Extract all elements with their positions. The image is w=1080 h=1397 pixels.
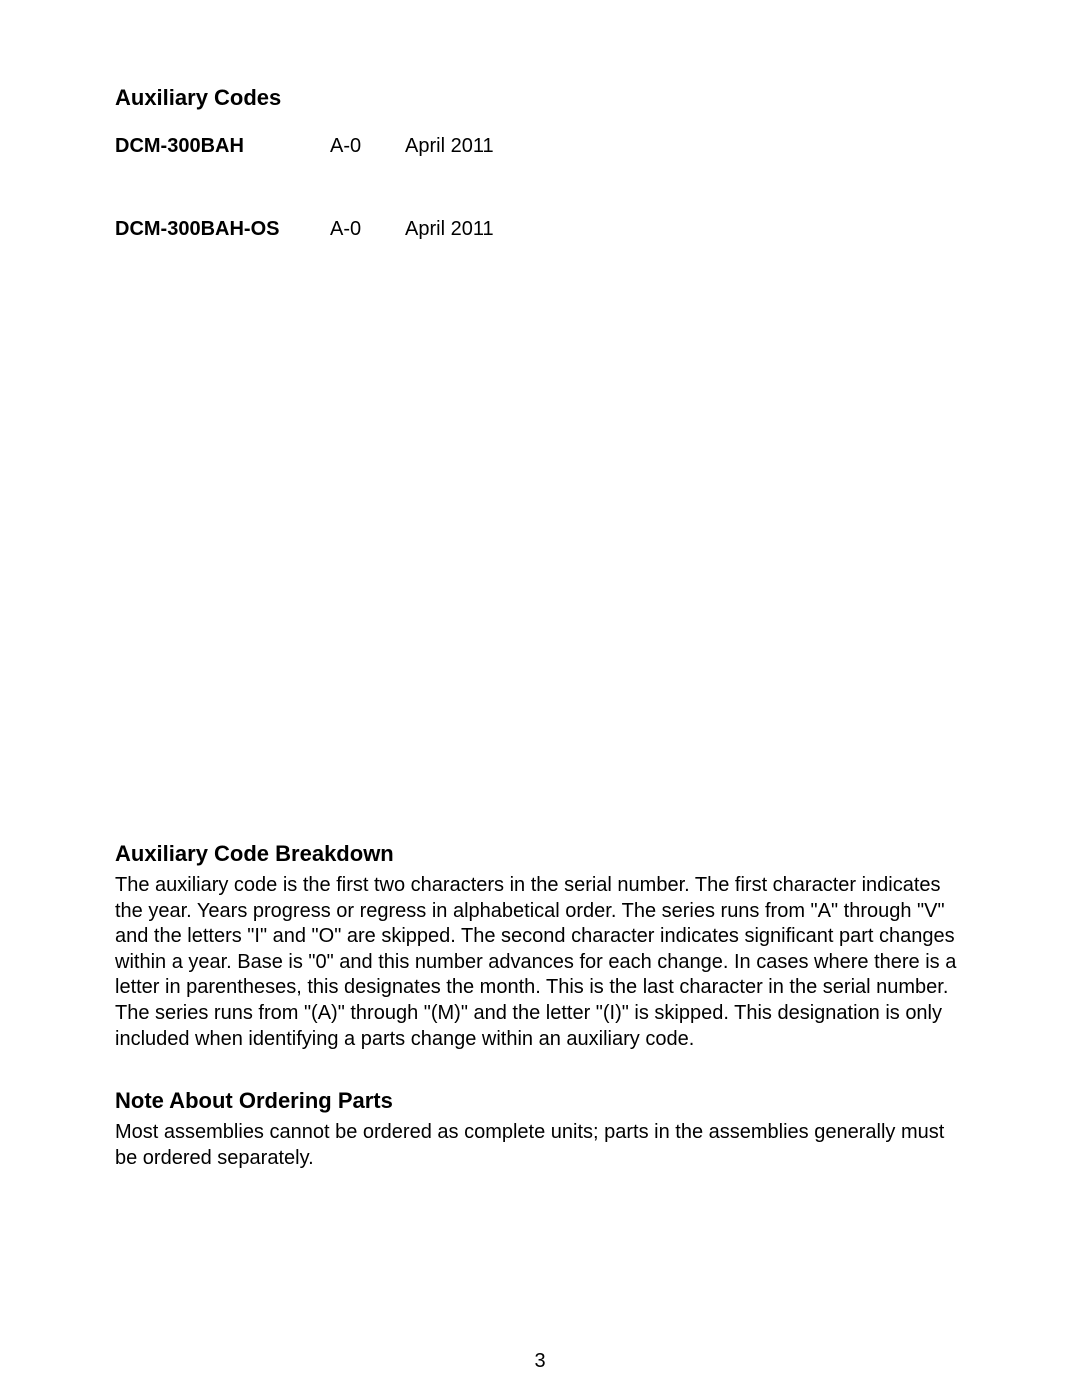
breakdown-heading: Auxiliary Code Breakdown <box>115 841 965 867</box>
document-page: Auxiliary Codes DCM-300BAH A-0 April 201… <box>0 0 1080 1397</box>
breakdown-body: The auxiliary code is the first two char… <box>115 873 965 1052</box>
aux-code: A-0 <box>330 135 405 158</box>
auxiliary-codes-heading: Auxiliary Codes <box>115 85 965 111</box>
model-label: DCM-300BAH <box>115 135 330 158</box>
code-row: DCM-300BAH A-0 April 2011 <box>115 135 965 158</box>
page-number: 3 <box>0 1350 1080 1373</box>
model-label: DCM-300BAH-OS <box>115 218 330 241</box>
code-date: April 2011 <box>405 218 494 241</box>
code-date: April 2011 <box>405 135 494 158</box>
ordering-body: Most assemblies cannot be ordered as com… <box>115 1120 965 1171</box>
codes-table: DCM-300BAH A-0 April 2011 DCM-300BAH-OS … <box>115 135 965 241</box>
ordering-heading: Note About Ordering Parts <box>115 1088 965 1114</box>
aux-code: A-0 <box>330 218 405 241</box>
code-row: DCM-300BAH-OS A-0 April 2011 <box>115 218 965 241</box>
